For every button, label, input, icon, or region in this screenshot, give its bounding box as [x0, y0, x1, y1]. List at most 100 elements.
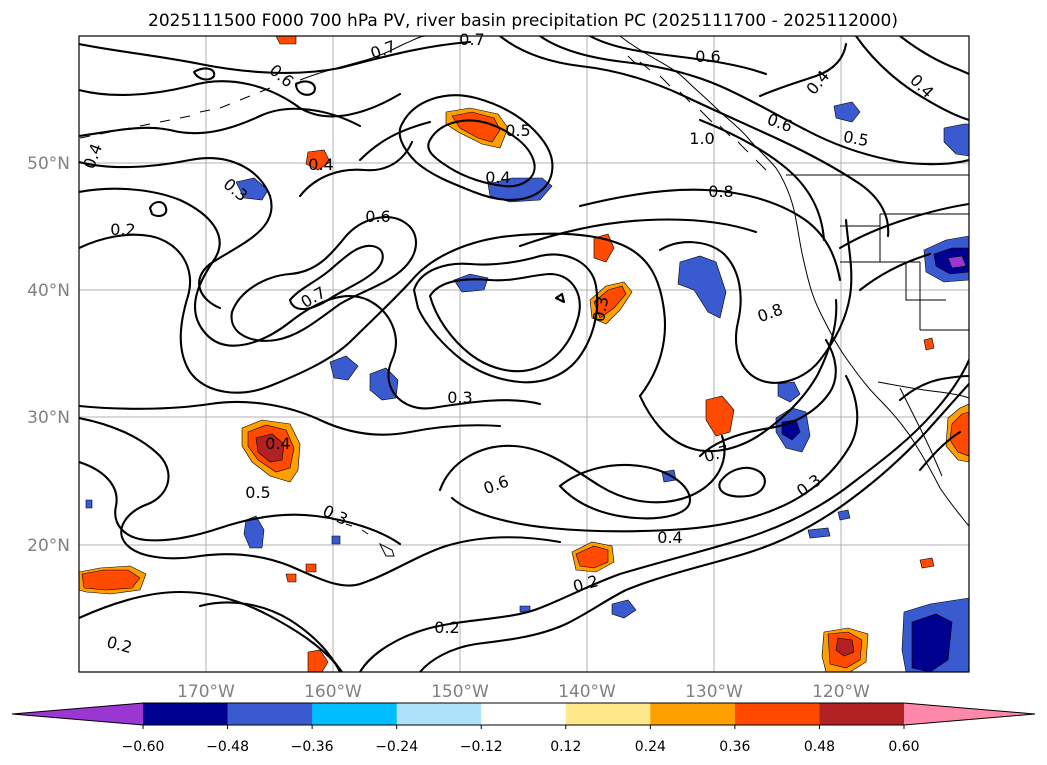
colorbar-tick-label: 0.48	[804, 739, 835, 755]
lon-label: 170°W	[177, 682, 235, 702]
colorbar-tick-label: 0.24	[635, 739, 666, 755]
contour-line	[198, 601, 342, 672]
colorbar-segment	[396, 703, 482, 725]
precip-patch-positive	[919, 557, 935, 569]
state-border	[905, 262, 946, 301]
precip-patch-negative	[837, 509, 851, 521]
contour-line	[192, 67, 216, 81]
contour-line	[518, 218, 758, 248]
precip-patch-negative	[911, 613, 953, 672]
contour-line	[658, 218, 853, 384]
contour-line	[588, 36, 768, 76]
precip-pc-patches	[79, 36, 969, 672]
contour-line	[418, 382, 969, 672]
contour-line	[294, 80, 316, 96]
contour-label: 0.8	[708, 182, 733, 201]
precip-patch-negative	[329, 355, 359, 381]
colorbar-extend-low	[12, 703, 143, 725]
colorbar-tick-label: 0.60	[888, 739, 919, 755]
precip-patch-positive	[835, 637, 855, 657]
lat-label: 50°N	[27, 154, 70, 174]
precip-patch-positive	[575, 545, 609, 569]
contour-line	[450, 374, 859, 533]
contour-label: 0.2	[110, 220, 135, 239]
contour-line	[538, 36, 969, 166]
contour-line	[554, 292, 566, 304]
lon-label: 160°W	[304, 682, 362, 702]
contour-line	[558, 463, 692, 520]
contour-label: 0.4	[485, 168, 510, 187]
coastline-islands	[627, 55, 767, 171]
coastline-north-america	[619, 36, 941, 489]
contour-line	[79, 401, 502, 436]
colorbar-segment	[819, 703, 905, 725]
colorbar-tick-label: −0.48	[206, 739, 249, 755]
precip-patch-negative	[947, 255, 967, 269]
lat-label: 20°N	[27, 536, 70, 556]
precip-patch-negative	[833, 101, 861, 123]
lat-label: 40°N	[27, 281, 70, 301]
state-border	[840, 213, 969, 331]
colorbar-segment	[481, 703, 567, 725]
colorbar-tick-label: −0.36	[291, 739, 334, 755]
map-panel: 0.7 0.7 0.6 0.6 0.4 0.4 0.5 0.6 0.5 1.0 …	[78, 30, 970, 673]
contour-line	[438, 434, 726, 504]
contour-line	[428, 272, 581, 373]
contour-line	[898, 374, 969, 402]
precip-patch-positive	[593, 285, 627, 319]
colorbar-segment	[734, 703, 820, 725]
contour-line	[79, 187, 542, 410]
colorbar-tick-label: 0.36	[719, 739, 750, 755]
contour-line	[578, 188, 842, 282]
colorbar-segment	[227, 703, 313, 725]
precip-patch-positive	[285, 573, 297, 583]
contour-label: 0.7	[459, 30, 484, 49]
contour-label: 1.0	[689, 129, 714, 148]
precip-patch-positive	[275, 36, 297, 45]
precip-patch-positive	[307, 649, 329, 672]
precip-patch-negative	[331, 535, 341, 545]
precip-patch-negative	[369, 367, 399, 401]
colorbar: −0.60 −0.48 −0.36 −0.24 −0.12 0.12 0.24 0.36 0.4…	[11, 702, 1036, 755]
colorbar-segment	[565, 703, 651, 725]
contour-label: 0.3	[589, 295, 612, 323]
contour-line	[79, 416, 562, 587]
contour-label: 0.5	[842, 127, 870, 150]
lon-labels: 170°W 160°W 150°W 140°W 130°W 120°W	[177, 682, 870, 702]
precip-patch-positive	[255, 433, 285, 463]
colorbar-segment	[312, 703, 398, 725]
contour-line	[758, 42, 848, 98]
lon-label: 120°W	[812, 682, 870, 702]
contour-label: 0.6	[695, 47, 720, 66]
contour-label: 0.3	[447, 388, 472, 407]
contour-label: 0.4	[308, 155, 333, 174]
contour-line	[79, 590, 344, 672]
contour-label: 0.5	[245, 483, 270, 502]
colorbar-tick-label: 0.12	[550, 739, 581, 755]
coastline-mexico	[939, 487, 969, 527]
colorbar-segment	[143, 703, 229, 725]
contour-label: 0.4	[657, 528, 682, 547]
chart-title: 2025111500 F000 700 hPa PV, river basin …	[148, 11, 898, 31]
precip-patch-positive	[923, 337, 935, 351]
precip-patch-negative	[677, 255, 727, 319]
precip-patch-negative	[85, 499, 93, 509]
contour-line	[898, 36, 969, 76]
contour-line	[638, 298, 838, 453]
contour-label: 0.2	[434, 618, 459, 637]
contour-line	[79, 157, 273, 310]
contour-line	[838, 202, 969, 250]
contour-line	[498, 36, 890, 238]
contour-line	[718, 466, 766, 498]
contour-line	[427, 119, 536, 188]
contour-line	[854, 36, 969, 122]
contour-line	[79, 40, 472, 74]
lon-label: 150°W	[431, 682, 489, 702]
precip-patch-positive	[305, 563, 317, 573]
lat-label: 30°N	[27, 408, 70, 428]
lon-label: 130°W	[685, 682, 743, 702]
contour-line	[918, 430, 962, 472]
colorbar-tick-label: −0.60	[122, 739, 165, 755]
contour-line	[288, 244, 384, 311]
